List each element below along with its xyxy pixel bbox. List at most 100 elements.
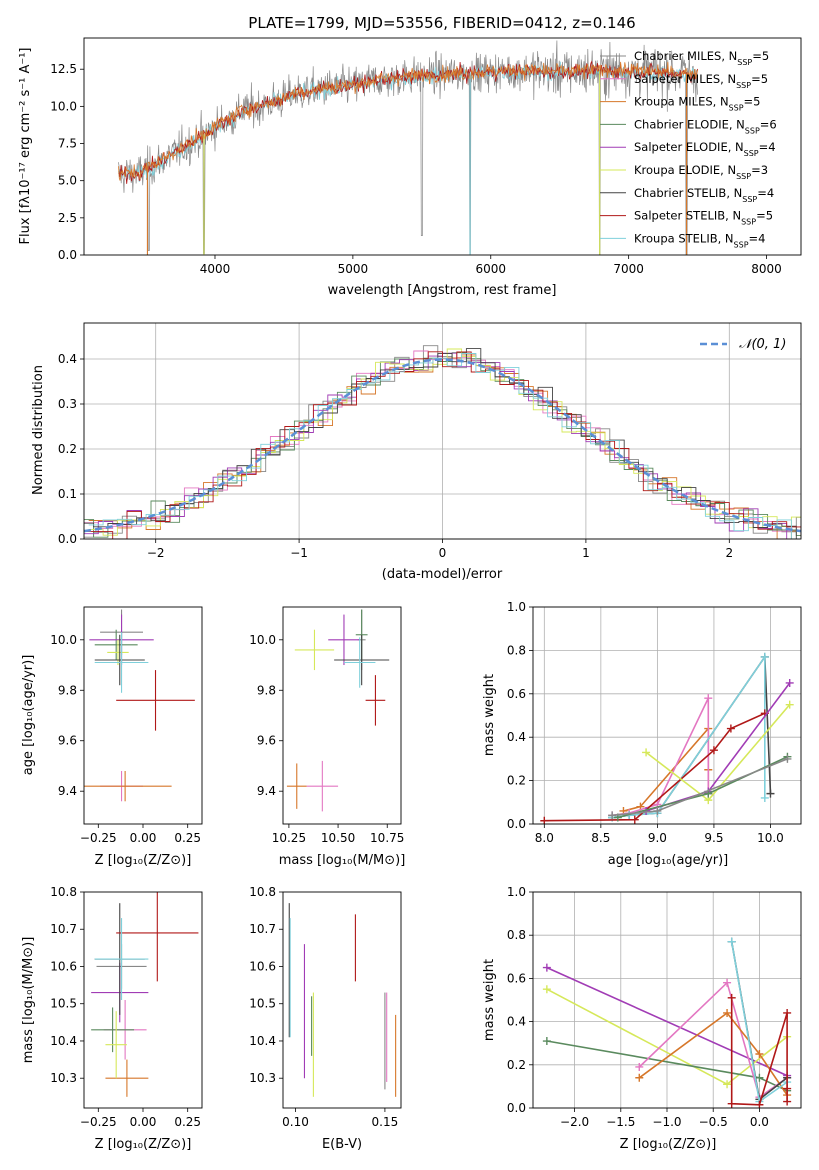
mass_vs_ebv-ytick-label: 10.7 (249, 922, 276, 936)
mass_vs_ebv-errorbars (288, 903, 397, 1097)
weight-marker (783, 1097, 792, 1106)
mass_vs_ebv-ytick-label: 10.6 (249, 959, 276, 973)
weight-vs-z-ylabel: mass weight (482, 959, 497, 1041)
age_vs_mass-ytick-label: 9.8 (257, 683, 276, 697)
legend-value: =4 (757, 186, 774, 200)
residuals-ytick-label: 0.0 (58, 532, 77, 546)
spectrum-xtick-label: 5000 (338, 262, 369, 276)
age_vs_Z-xtick-label: −0.25 (80, 831, 117, 845)
mass_vs_Z-ytick-label: 10.8 (50, 885, 77, 899)
weight_vs_age-ytick-label: 0.8 (507, 643, 526, 657)
spectrum-ytick-label: 10.0 (50, 99, 77, 113)
weight-vs-age-ylabel: mass weight (482, 674, 497, 756)
mass_vs_Z-ytick-label: 10.3 (50, 1071, 77, 1085)
mass_vs_ebv-ytick-label: 10.3 (249, 1071, 276, 1085)
weight_vs_age-xtick-label: 9.5 (704, 831, 723, 845)
residuals-ytick-label: 0.2 (58, 442, 77, 456)
residuals-frame (83, 322, 802, 540)
mass_vs_Z-ytick-label: 10.7 (50, 922, 77, 936)
weight_vs_age-xtick-label: 9.0 (648, 831, 667, 845)
residuals-panel: −2 −1 0 1 2 0.0 0.1 0.2 0.3 0.4 𝒩(0, 1) (data-mod… (31, 322, 802, 582)
mass_vs_ebv-xtick-label: 0.10 (282, 1115, 309, 1129)
age-vs-z-plot: −0.25 0.00 0.25 9.4 9.6 9.8 10.0 (50, 606, 203, 845)
mass_vs_ebv-ytick-label: 10.5 (249, 997, 276, 1011)
weight-marker (755, 1073, 764, 1082)
weight-marker (727, 993, 736, 1002)
weight-marker (785, 678, 794, 687)
weight-marker (755, 1050, 764, 1058)
mass_vs_ebv-ytick-label: 10.8 (249, 885, 276, 899)
residuals-xtick-label: −1 (290, 546, 308, 560)
weight_vs_Z-ytick-label: 0.4 (507, 1015, 526, 1029)
age-vs-mass-xlabel: mass [log₁₀(M/M⊙)] (279, 853, 406, 868)
age-vs-z-xlabel: Z [log₁₀(Z/Z⊙)] (95, 853, 192, 868)
mass_vs_Z-xtick-label: −0.25 (80, 1115, 117, 1129)
legend-value: =5 (751, 72, 768, 86)
weight-marker (727, 937, 736, 946)
age_vs_Z-ytick-label: 10.0 (50, 633, 77, 647)
histogram-step (84, 351, 801, 539)
legend-value: =5 (756, 209, 773, 223)
weight_vs_Z-ytick-label: 0.8 (507, 928, 526, 942)
mass-vs-z-panel: −0.25 0.00 0.25 10.3 10.4 10.5 10.6 10.7 10.8 Z … (21, 885, 203, 1152)
weight_vs_Z-xtick-label: −0.5 (699, 1115, 728, 1129)
legend-value: =6 (760, 117, 777, 131)
weight_vs_Z-ytick-label: 0.0 (507, 1101, 526, 1115)
age_vs_Z-ytick-label: 9.4 (58, 784, 77, 798)
weight_vs_age-ytick-label: 0.4 (507, 730, 526, 744)
weight-marker (723, 1080, 732, 1089)
residuals-xtick-label: 2 (725, 546, 733, 560)
mass-vs-z-ylabel: mass [log₁₀(M/M⊙)] (21, 937, 36, 1064)
age_vs_mass-xtick-label: 10.25 (272, 831, 306, 845)
weight_vs_Z-ytick-label: 0.6 (507, 971, 526, 985)
age_vs_mass-errorbars (286, 609, 390, 812)
mass_vs_ebv-xtick-label: 0.15 (372, 1115, 399, 1129)
histogram-step (88, 348, 801, 536)
residuals-ytick-label: 0.3 (58, 397, 77, 411)
legend-subscript: SSP (734, 240, 749, 249)
mass_vs_Z-xtick-label: 0.00 (130, 1115, 157, 1129)
legend-label: Salpeter STELIB, NSSP=5 (634, 209, 773, 227)
weight-marker (760, 652, 769, 661)
legend-label: Chabrier MILES, NSSP=5 (634, 49, 769, 67)
weight-line (638, 1011, 788, 1096)
age_vs_Z-ytick-label: 9.8 (58, 683, 77, 697)
weight-marker (723, 1008, 732, 1017)
age_vs_mass-frame (282, 606, 402, 825)
legend-label: Chabrier ELODIE, NSSP=6 (634, 117, 777, 135)
weight_vs_Z-lines (542, 937, 792, 1108)
weight-marker (630, 815, 639, 824)
legend-subscript: SSP (744, 149, 759, 158)
spectrum-plot: 4000 5000 6000 7000 8000 0.0 2.5 5.0 7.5 10.0 12.5 (50, 37, 802, 276)
legend-value: =4 (759, 140, 776, 154)
legend-value: =5 (752, 49, 769, 63)
weight_vs_age-lines (540, 652, 794, 824)
legend-label: Kroupa ELODIE, NSSP=3 (634, 163, 768, 181)
weight_vs_Z-frame (532, 891, 802, 1109)
spectrum-frame (83, 37, 802, 256)
spectrum-ytick-label: 7.5 (58, 137, 77, 151)
age-vs-mass-plot: 10.25 10.50 10.75 9.4 9.6 9.8 10.0 (249, 606, 404, 845)
weight-marker (704, 694, 713, 703)
weight-marker (783, 1008, 792, 1017)
mass_vs_ebv-frame (282, 891, 402, 1109)
legend-subscript: SSP (729, 103, 744, 112)
weight-marker (760, 793, 769, 802)
figure-title: PLATE=1799, MJD=53556, FIBERID=0412, z=0… (248, 14, 635, 32)
spectrum-ytick-label: 12.5 (50, 62, 77, 76)
mass_vs_Z-xtick-label: 0.25 (174, 1115, 201, 1129)
weight_vs_age-frame (532, 606, 802, 825)
age_vs_mass-xtick-label: 10.50 (321, 831, 355, 845)
age_vs_mass-ytick-label: 10.0 (249, 633, 276, 647)
residuals-legend: 𝒩(0, 1) (700, 337, 786, 352)
mass_vs_Z-ytick-label: 10.6 (50, 959, 77, 973)
spectrum-ytick-label: 0.0 (58, 248, 77, 262)
weight-vs-age-xlabel: age [log₁₀(age/yr)] (608, 853, 729, 868)
weight-marker (723, 978, 732, 987)
weight-marker (766, 789, 775, 798)
age_vs_Z-frame (83, 606, 203, 825)
spectrum-ytick-label: 5.0 (58, 174, 77, 188)
spectrum-ytick-label: 2.5 (58, 211, 77, 225)
legend-subscript: SSP (736, 80, 751, 89)
